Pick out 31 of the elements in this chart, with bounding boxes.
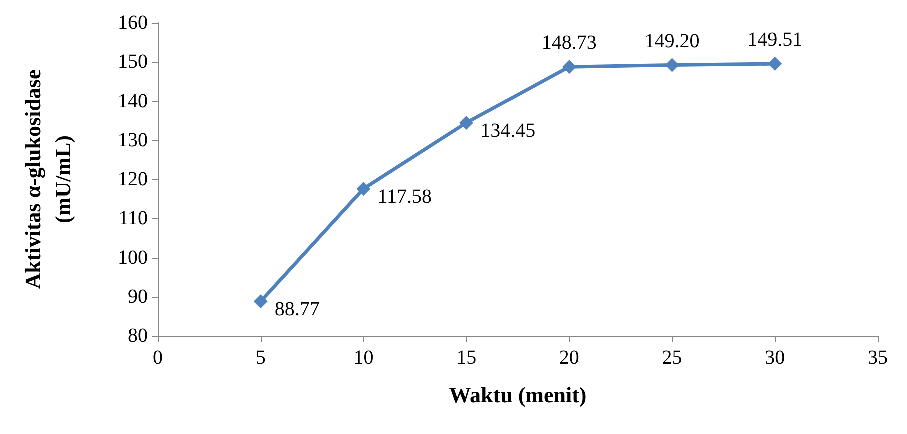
y-tick-label: 140 [118, 90, 148, 112]
x-tick-label: 0 [153, 347, 163, 369]
data-label: 149.51 [748, 29, 803, 52]
data-label: 148.73 [542, 32, 597, 54]
y-tick-label: 90 [128, 286, 148, 308]
x-tick-label: 5 [256, 347, 266, 369]
y-axis-title: Aktivitas α-glukosidase (mU/mL) [20, 70, 76, 290]
point [562, 60, 576, 74]
x-axis-title: Waktu (menit) [449, 382, 587, 408]
point [768, 57, 782, 72]
y-tick-label: 160 [118, 12, 148, 34]
point [665, 58, 680, 72]
y-tick-label: 100 [118, 246, 148, 269]
y-tick-label: 130 [118, 129, 148, 152]
data-label: 117.58 [378, 186, 432, 208]
x-tick-label: 10 [354, 347, 374, 369]
y-tick-label: 150 [118, 51, 148, 74]
data-label: 149.20 [644, 30, 700, 52]
x-tick-label: 35 [868, 347, 888, 369]
y-tick-label: 80 [128, 325, 148, 347]
y-tick-label: 110 [118, 208, 148, 230]
x-tick-label: 30 [765, 347, 786, 369]
y-tick-label: 120 [118, 168, 148, 190]
x-tick-label: 20 [559, 347, 580, 369]
data-label: 134.45 [480, 120, 536, 142]
point [460, 116, 474, 130]
point [254, 294, 268, 309]
data-label: 88.77 [274, 298, 320, 321]
point [356, 182, 371, 196]
x-tick-label: 25 [662, 347, 682, 369]
x-tick-label: 15 [456, 347, 477, 369]
